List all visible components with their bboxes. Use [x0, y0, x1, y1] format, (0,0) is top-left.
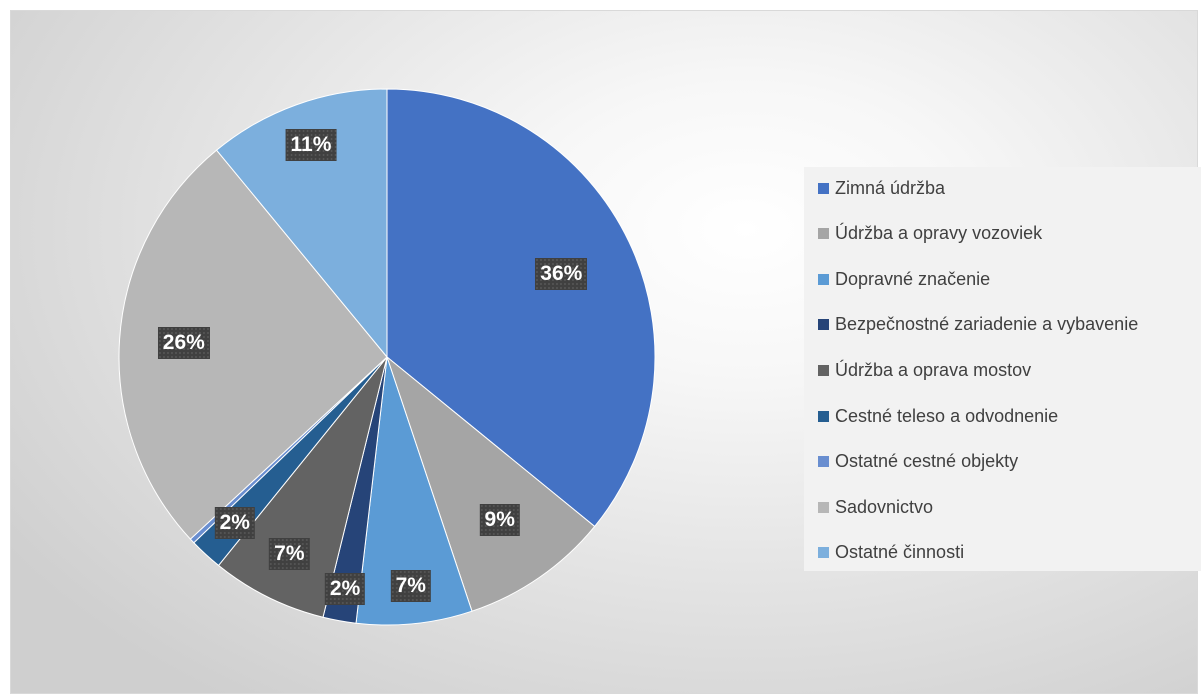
legend-label-9: Ostatné činnosti	[835, 542, 965, 563]
legend-item-1: Zimná údržba	[818, 177, 945, 199]
legend-label-5: Údržba a oprava mostov	[835, 359, 1032, 380]
legend-label-4: Bezpečnostné zariadenie a vybavenie	[835, 314, 1139, 335]
legend-item-9: Ostatné činnosti	[818, 542, 964, 564]
chart-area: 36% 9% 7% 2% 7% 2% 26% 11% Zimná údržba Údržba a…	[10, 10, 1201, 694]
legend-item-3: Dopravné značenie	[818, 268, 990, 290]
data-label-3: 7%	[390, 570, 431, 603]
pie-slice-1	[386, 88, 656, 528]
legend-label-7: Ostatné cestné objekty	[835, 451, 1019, 472]
pie-slice-3	[355, 356, 473, 626]
data-label-6: 2%	[214, 506, 255, 539]
legend-item-8: Sadovnictvo	[818, 496, 933, 518]
legend-label-6: Cestné teleso a odvodnenie	[835, 405, 1059, 426]
legend-swatch-1	[818, 182, 829, 194]
legend-swatch-3	[818, 273, 829, 285]
pie-chart	[118, 88, 656, 626]
legend-swatch-5	[818, 364, 829, 376]
legend-item-7: Ostatné cestné objekty	[818, 451, 1018, 473]
data-label-1: 36%	[535, 258, 588, 291]
legend: Zimná údržba Údržba a opravy vozoviek Dopr…	[804, 167, 1201, 571]
legend-label-2: Údržba a opravy vozoviek	[835, 223, 1043, 244]
data-label-2: 9%	[479, 504, 520, 537]
legend-label-8: Sadovnictvo	[835, 496, 934, 517]
legend-item-6: Cestné teleso a odvodnenie	[818, 405, 1058, 427]
pie-slice-9	[215, 88, 388, 359]
data-label-8: 26%	[157, 327, 210, 360]
data-label-4: 2%	[324, 573, 366, 606]
legend-swatch-4	[818, 319, 829, 331]
pie-slice-2	[385, 355, 596, 612]
legend-swatch-9	[818, 547, 829, 559]
legend-item-4: Bezpečnostné zariadenie a vybavenie	[818, 314, 1138, 336]
legend-swatch-8	[818, 501, 829, 513]
legend-label-1: Zimná údržba	[835, 177, 946, 198]
legend-label-3: Dopravné značenie	[835, 268, 991, 289]
legend-swatch-7	[818, 456, 829, 468]
legend-item-2: Údržba a opravy vozoviek	[818, 223, 1042, 245]
data-label-5: 7%	[269, 537, 310, 570]
legend-swatch-2	[818, 228, 829, 240]
legend-item-5: Údržba a oprava mostov	[818, 359, 1031, 381]
legend-swatch-6	[818, 410, 829, 422]
data-label-9: 11%	[285, 129, 337, 162]
pie-slice-5	[217, 356, 388, 618]
pie-slice-8	[118, 149, 388, 540]
